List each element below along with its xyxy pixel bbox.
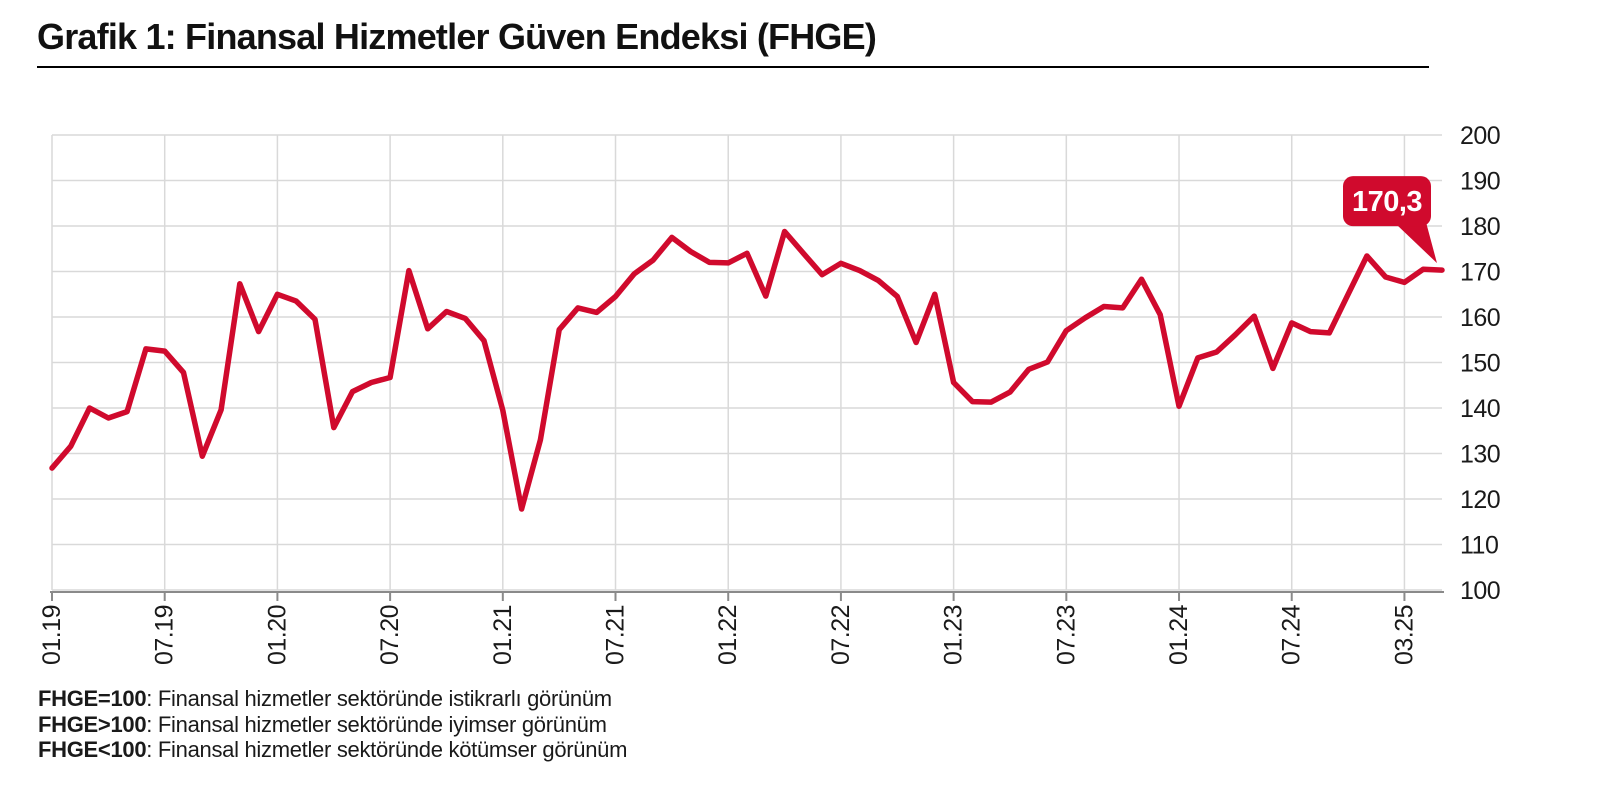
x-axis-tick-label: 01.24 (1165, 604, 1193, 665)
y-axis-tick-label: 160 (1460, 304, 1500, 332)
x-axis-tick-label: 01.23 (940, 605, 968, 665)
x-axis-tick-label: 07.19 (151, 605, 179, 665)
y-axis-tick-label: 130 (1460, 441, 1500, 469)
y-axis-tick-label: 190 (1460, 168, 1500, 196)
legend-desc-less: : Finansal hizmetler sektöründe kötümser… (146, 737, 628, 762)
x-axis-tick-label: 07.22 (827, 605, 855, 665)
callout-bubble (1343, 176, 1431, 227)
legend-line-equal: FHGE=100: Finansal hizmetler sektöründe … (38, 686, 627, 712)
y-axis-tick-label: 200 (1460, 122, 1500, 150)
x-axis-tick-label: 01.19 (38, 605, 66, 665)
y-axis-tick-label: 170 (1460, 259, 1500, 287)
legend-line-less: FHGE<100: Finansal hizmetler sektöründe … (38, 737, 627, 763)
y-axis-tick-label: 150 (1460, 350, 1500, 378)
title-underline (37, 66, 1429, 68)
y-axis-tick-label: 180 (1460, 213, 1500, 241)
y-axis-tick-label: 140 (1460, 395, 1500, 423)
y-axis-tick-label: 100 (1460, 577, 1500, 605)
legend-term-greater: FHGE>100 (38, 711, 147, 737)
callout-value-label: 170,3 (1352, 186, 1422, 218)
legend-desc-equal: : Finansal hizmetler sektöründe istikrar… (146, 686, 612, 711)
callout-pointer (1394, 222, 1437, 264)
x-axis-tick-label: 01.22 (714, 605, 742, 665)
x-axis-tick-label: 01.20 (263, 605, 291, 665)
x-axis-tick-label: 03.25 (1390, 605, 1418, 665)
x-axis-tick-label: 07.24 (1278, 604, 1306, 665)
x-axis-tick-label: 07.21 (602, 605, 630, 665)
x-axis-tick-label: 07.20 (376, 605, 404, 665)
legend-desc-greater: : Finansal hizmetler sektöründe iyimser … (146, 711, 607, 737)
legend-term-equal: FHGE=100 (38, 686, 147, 711)
page-title: Grafik 1: Finansal Hizmetler Güven Endek… (37, 16, 877, 57)
index-legend: FHGE=100: Finansal hizmetler sektöründe … (38, 686, 627, 763)
x-axis-tick-label: 01.21 (489, 605, 517, 665)
legend-term-less: FHGE<100 (38, 737, 147, 762)
y-axis-tick-label: 110 (1460, 532, 1498, 560)
fhge-series-line (49, 228, 1445, 512)
y-axis-tick-label: 120 (1460, 486, 1500, 514)
legend-line-greater: FHGE>100: Finansal hizmetler sektöründe … (38, 712, 627, 738)
x-axis-tick-label: 07.23 (1052, 605, 1080, 665)
